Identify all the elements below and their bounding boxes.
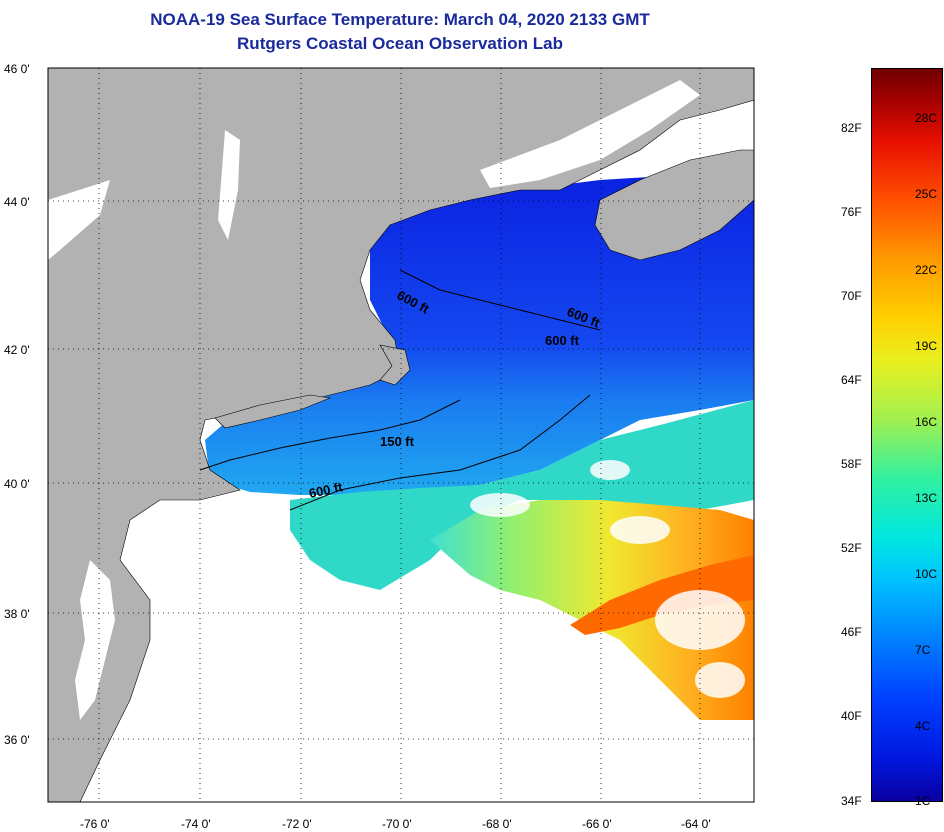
st-lawrence-clouds xyxy=(480,80,700,188)
lat-tick-label: 36 0' xyxy=(4,733,30,747)
colorbar-c-label: 19C xyxy=(915,339,938,353)
colorbar-f-label: 34F xyxy=(841,794,862,808)
map-frame xyxy=(47,67,755,803)
colorbar-f-label: 58F xyxy=(841,457,862,471)
lon-tick-label: -64 0' xyxy=(681,817,711,831)
colorbar-c-label: 4C xyxy=(915,719,931,733)
map-title: NOAA-19 Sea Surface Temperature: March 0… xyxy=(150,10,650,29)
contour-label: 600 ft xyxy=(545,333,580,348)
land-nova-scotia xyxy=(594,149,754,261)
colorbar-f-label: 76F xyxy=(841,205,862,219)
lake-area xyxy=(48,180,110,260)
lon-tick-label: -66 0' xyxy=(582,817,612,831)
bathymetry-contours xyxy=(199,269,601,511)
colorbar-c-label: 28C xyxy=(915,111,938,125)
lat-tick-label: 44 0' xyxy=(4,195,30,209)
colorbar-c-label: 13C xyxy=(915,491,938,505)
lat-tick-label: 38 0' xyxy=(4,607,30,621)
contour-label: 150 ft xyxy=(380,434,415,449)
chesapeake-bay xyxy=(75,560,115,720)
colorbar-c-label: 1C xyxy=(915,794,931,808)
colorbar-f-label: 40F xyxy=(841,709,862,723)
contour-label: 600 ft xyxy=(308,479,345,501)
land-mainland xyxy=(48,68,754,802)
colorbar-c-label: 25C xyxy=(915,187,938,201)
lat-tick-label: 40 0' xyxy=(4,477,30,491)
lake-champlain xyxy=(218,130,240,240)
gulf-stream-core xyxy=(570,555,754,635)
lat-tick-label: 46 0' xyxy=(4,62,30,76)
colorbar-f-label: 64F xyxy=(841,373,862,387)
map-subtitle: Rutgers Coastal Ocean Observation Lab xyxy=(237,34,563,53)
cloud-patches xyxy=(470,460,745,698)
lon-tick-label: -76 0' xyxy=(80,817,110,831)
colorbar-f-label: 46F xyxy=(841,625,862,639)
colorbar-c-label: 22C xyxy=(915,263,938,277)
colorbar-f-label: 70F xyxy=(841,289,862,303)
lat-tick-label: 42 0' xyxy=(4,343,30,357)
mid-water-region xyxy=(290,400,754,590)
lon-tick-label: -74 0' xyxy=(181,817,211,831)
temperature-colorbar xyxy=(871,68,943,802)
colorbar-c-label: 10C xyxy=(915,567,938,581)
colorbar-c-label: 7C xyxy=(915,643,931,657)
colorbar-f-label: 52F xyxy=(841,541,862,555)
lon-tick-label: -72 0' xyxy=(282,817,312,831)
lon-tick-label: -68 0' xyxy=(482,817,512,831)
warm-water-region xyxy=(430,500,754,720)
colorbar-f-label: 82F xyxy=(841,121,862,135)
land-cape-cod xyxy=(379,344,411,386)
colorbar-c-label: 16C xyxy=(915,415,938,429)
lon-tick-label: -70 0' xyxy=(382,817,412,831)
